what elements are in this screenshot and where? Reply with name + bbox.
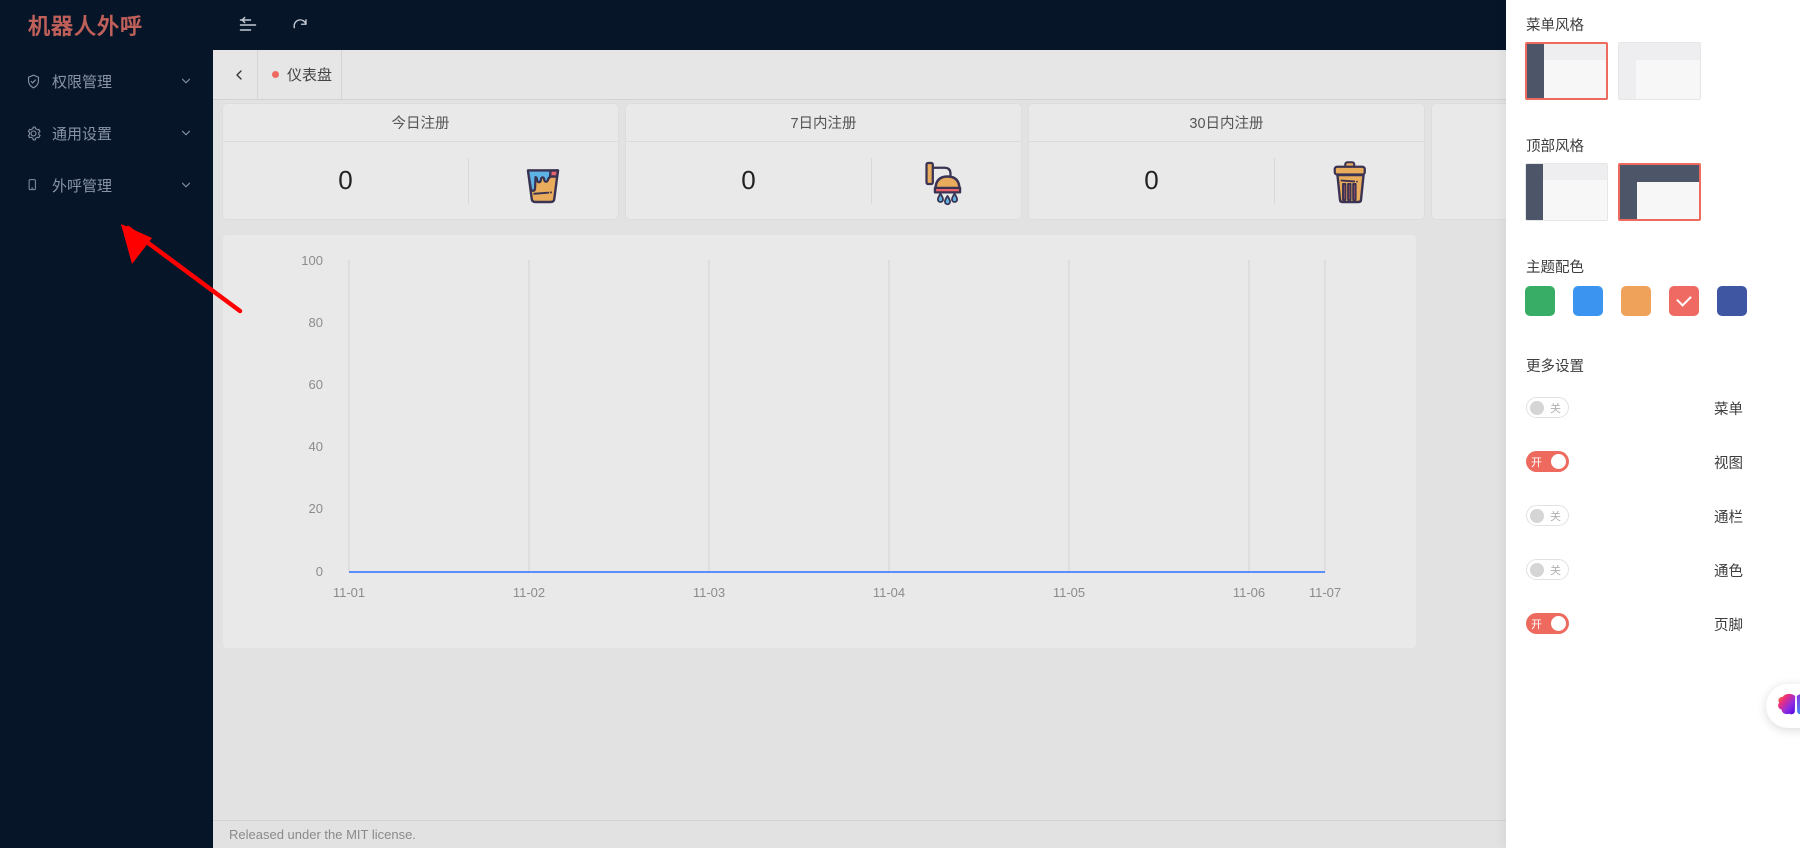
svg-text:20: 20 [309, 501, 323, 516]
svg-text:80: 80 [309, 315, 323, 330]
svg-text:11-07: 11-07 [1309, 585, 1341, 600]
svg-text:11-04: 11-04 [873, 585, 905, 600]
svg-text:11-05: 11-05 [1053, 585, 1085, 600]
svg-text:40: 40 [309, 439, 323, 454]
svg-text:11-02: 11-02 [513, 585, 545, 600]
svg-text:11-03: 11-03 [693, 585, 725, 600]
svg-text:11-06: 11-06 [1233, 585, 1265, 600]
svg-text:11-01: 11-01 [333, 585, 365, 600]
svg-text:0: 0 [316, 564, 323, 579]
svg-text:100: 100 [301, 253, 323, 268]
svg-text:60: 60 [309, 377, 323, 392]
